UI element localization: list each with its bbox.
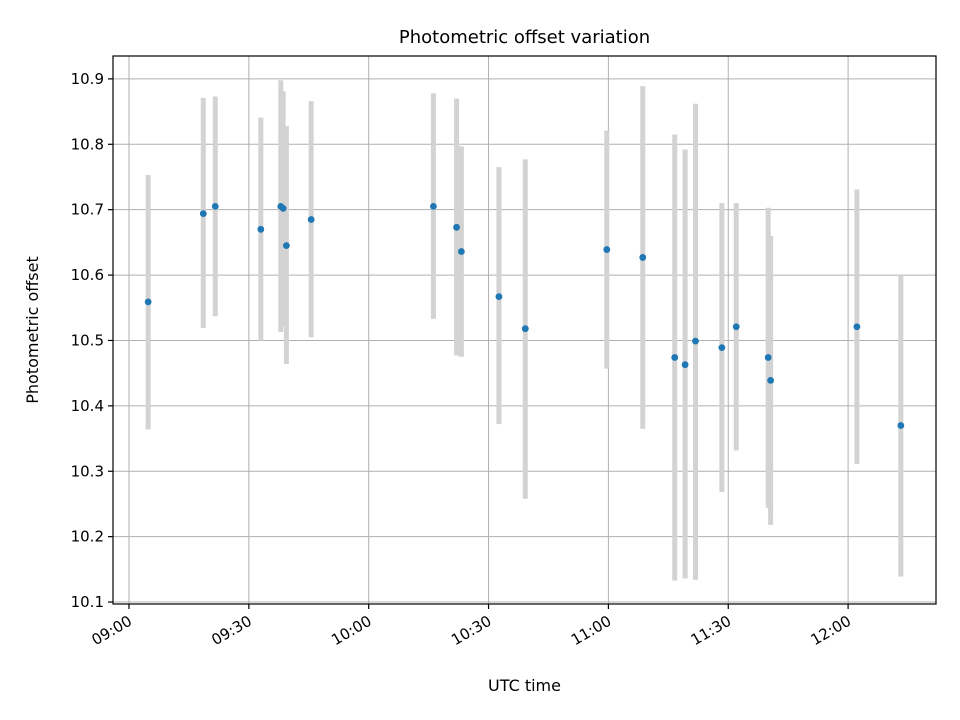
data-point <box>853 323 861 331</box>
data-point <box>307 216 315 223</box>
data-point <box>144 298 152 306</box>
data-point <box>495 293 503 301</box>
data-point <box>897 422 905 429</box>
data-point <box>279 204 287 212</box>
y-tick-label: 10.3 <box>71 462 104 480</box>
y-tick-label: 10.7 <box>71 201 104 219</box>
y-tick-label: 10.4 <box>71 397 104 415</box>
y-tick-label: 10.9 <box>71 70 104 88</box>
y-axis: 10.1 10.2 10.3 10.4 10.5 10.6 10.7 10.8 10.9 <box>71 70 113 611</box>
y-tick-label: 10.8 <box>71 135 104 153</box>
data-point <box>671 354 679 361</box>
x-axis-title: UTC time <box>488 676 561 695</box>
data-point <box>521 325 529 333</box>
chart-title: Photometric offset variation <box>399 27 650 48</box>
y-tick-label: 10.2 <box>71 528 104 546</box>
data-point <box>430 203 437 210</box>
data-point <box>199 210 207 217</box>
data-point <box>767 376 775 384</box>
data-point <box>603 246 611 253</box>
data-point <box>681 361 689 369</box>
point-layer <box>144 203 905 429</box>
data-point <box>764 354 772 361</box>
data-point <box>692 337 699 345</box>
data-point <box>453 223 460 231</box>
data-point <box>211 203 219 210</box>
y-axis-title: Photometric offset <box>23 256 42 404</box>
data-point <box>639 254 647 261</box>
data-point <box>282 242 290 250</box>
data-point <box>732 323 740 331</box>
y-tick-label: 10.1 <box>71 593 104 611</box>
plot-frame <box>112 55 937 605</box>
data-point <box>257 225 265 233</box>
data-point <box>457 248 465 255</box>
y-tick-label: 10.6 <box>71 266 104 284</box>
data-point <box>718 344 726 352</box>
y-tick-label: 10.5 <box>71 331 104 349</box>
